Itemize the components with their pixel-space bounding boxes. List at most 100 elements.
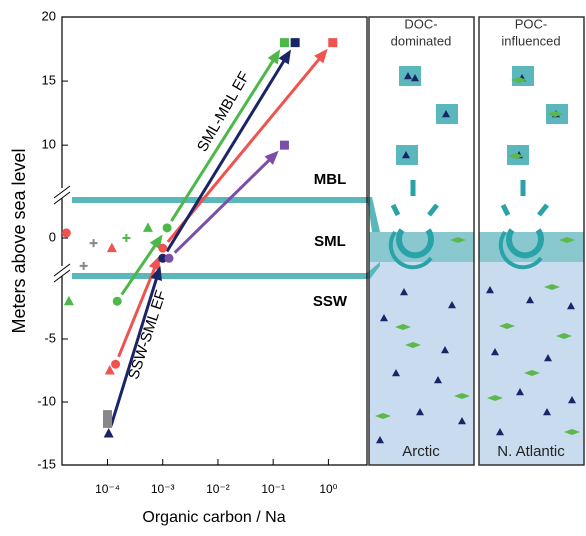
panel-title: POC- — [515, 16, 548, 31]
marker-triangle — [142, 222, 153, 232]
particle-diamond — [375, 413, 391, 419]
particle-diamond — [450, 237, 466, 243]
marker-plus — [89, 239, 98, 248]
particle-triangle — [543, 408, 551, 416]
arrow-shaft — [120, 240, 160, 296]
layer-band — [367, 197, 380, 232]
particle-triangle — [376, 436, 384, 444]
arrow-shaft — [173, 155, 275, 254]
particle-triangle — [441, 346, 449, 354]
marker-circle — [158, 253, 168, 263]
seawater — [479, 232, 584, 465]
particle-diamond — [547, 111, 563, 117]
marker-triangle — [106, 242, 117, 253]
y-axis-label: Meters above sea level — [9, 148, 29, 333]
particle-triangle — [448, 301, 456, 309]
marker-circle — [164, 253, 174, 263]
marker-square — [290, 38, 300, 48]
particle-triangle — [416, 408, 424, 416]
y-tick-label: -15 — [37, 456, 56, 471]
particle-triangle — [567, 302, 575, 310]
arrow-shaft — [170, 55, 278, 222]
bubble-cup — [388, 230, 433, 270]
axis-break-gap — [52, 188, 72, 198]
droplet — [390, 203, 401, 217]
particle-diamond — [499, 323, 515, 329]
x-tick-label: 10⁻⁴ — [95, 482, 120, 496]
marker-square — [103, 410, 113, 420]
particles — [375, 72, 580, 444]
particle-diamond — [511, 77, 527, 83]
particle-diamond — [508, 153, 524, 159]
particle-triangle — [568, 396, 576, 404]
layer-label: SSW — [313, 293, 348, 310]
y-tick-label: 0 — [49, 229, 56, 244]
particle-triangle — [411, 74, 419, 82]
panel-title: dominated — [391, 33, 452, 48]
panel-frame — [368, 16, 475, 466]
marker-circle — [111, 359, 121, 369]
panel-region: N. Atlantic — [497, 443, 565, 460]
particle-diamond — [405, 342, 421, 348]
marker-triangle — [104, 365, 115, 375]
y-tick-label: 15 — [42, 73, 56, 88]
layer-band — [72, 197, 369, 203]
x-tick-label: 10⁰ — [319, 482, 337, 496]
marker-plus — [122, 234, 131, 242]
droplet — [537, 203, 549, 217]
particle-diamond — [556, 333, 572, 339]
arrow-shaft — [165, 55, 289, 253]
x-tick-label: 10⁻² — [206, 482, 230, 496]
x-tick-label: 10⁻³ — [151, 482, 175, 496]
surface-layer — [479, 232, 584, 262]
y-tick-label: 20 — [42, 8, 56, 23]
particle-triangle — [400, 288, 408, 296]
panel-title: DOC- — [404, 16, 437, 31]
droplet — [427, 203, 439, 217]
layer-label: MBL — [314, 171, 347, 188]
marker-circle — [162, 223, 172, 233]
particle-triangle — [434, 376, 442, 384]
arrow-head — [264, 150, 279, 165]
bubble-cup — [498, 230, 543, 270]
arrow-shaft — [109, 273, 160, 427]
annotation: SSW-SML EF — [125, 288, 170, 381]
axis-break — [53, 263, 71, 277]
x-axis-label: Organic carbon / Na — [142, 509, 285, 526]
axis-break-gap — [52, 266, 72, 276]
marker-circle — [61, 228, 71, 238]
panel-region: Arctic — [402, 443, 440, 460]
bubble-ring — [506, 228, 544, 259]
marker-square — [103, 418, 113, 428]
y-tick-label: -10 — [37, 393, 56, 408]
marker-circle — [158, 243, 168, 253]
bubble — [388, 180, 549, 270]
y-tick-label: -5 — [44, 330, 56, 345]
particle-triangle — [491, 348, 499, 356]
particle-diamond — [564, 429, 580, 435]
surface-layer — [369, 232, 474, 262]
x-tick-label: 10⁻¹ — [261, 482, 285, 496]
arrow-shaft — [117, 262, 159, 358]
arrow-head — [314, 48, 328, 64]
arrow-head — [148, 255, 161, 271]
particle-diamond — [559, 237, 575, 243]
particle-triangle — [544, 354, 552, 362]
annotation: SML-MBL EF — [194, 69, 253, 155]
particle-diamond — [544, 284, 560, 290]
layer-band — [72, 273, 369, 279]
particle-triangle — [392, 369, 400, 377]
droplet — [500, 203, 511, 217]
marker-square — [279, 38, 289, 48]
y-tick-label: 10 — [42, 137, 56, 152]
panel-title: influenced — [501, 33, 560, 48]
bubble-ring — [396, 228, 434, 259]
plot-frame — [61, 16, 368, 466]
arrow-head — [278, 49, 291, 65]
particle-diamond — [524, 370, 540, 376]
particle-triangle — [380, 314, 388, 322]
panel-frame — [478, 16, 585, 466]
particle-triangle — [516, 388, 524, 396]
